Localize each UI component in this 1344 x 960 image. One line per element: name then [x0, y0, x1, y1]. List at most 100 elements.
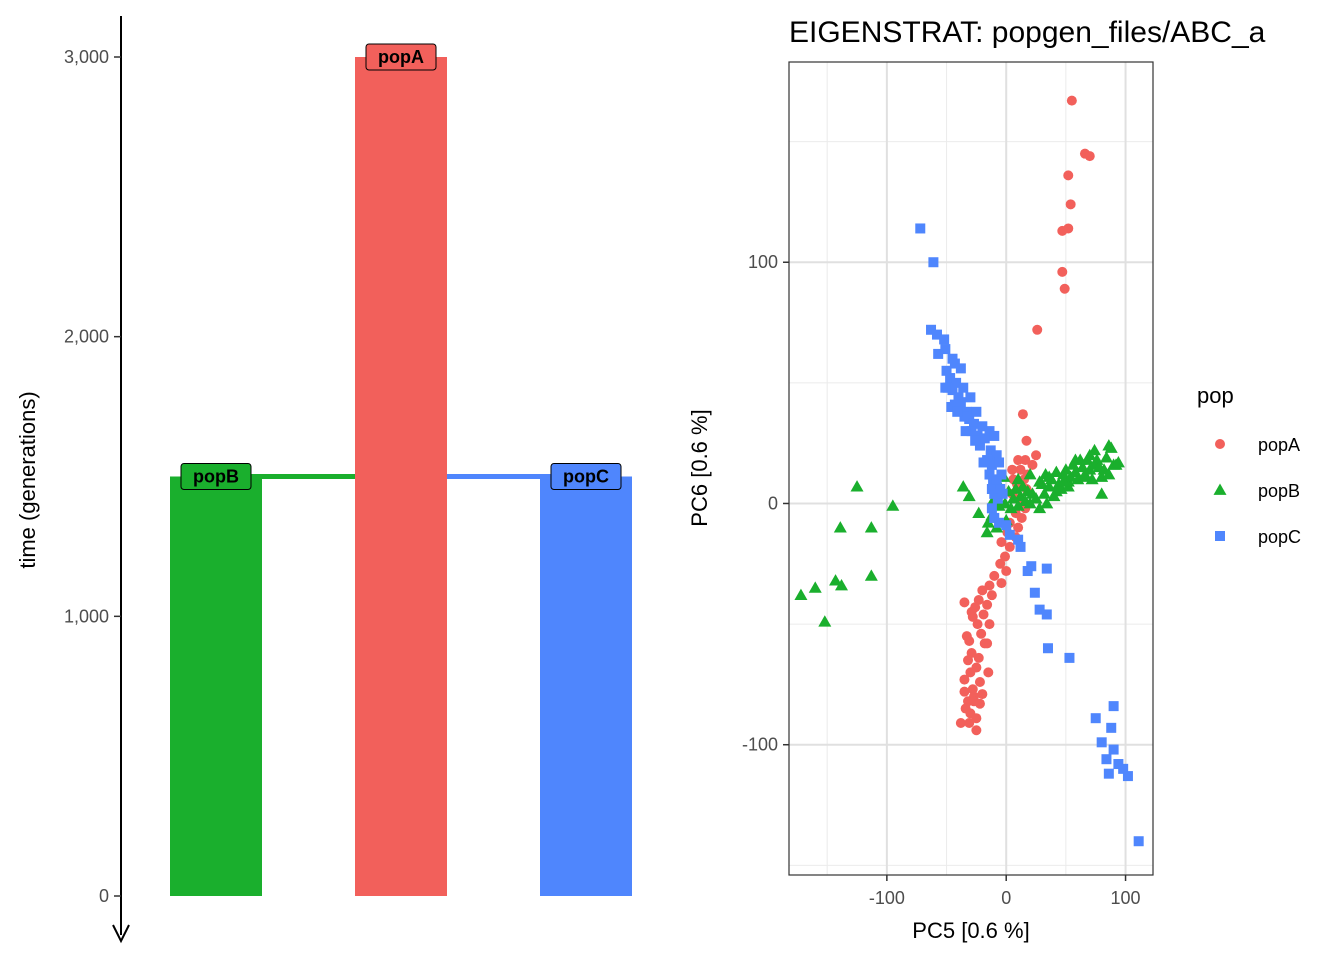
bar-popA: [355, 57, 447, 896]
pca-y-axis-title: PC6 [0.6 %]: [687, 409, 712, 526]
point-popA: [1063, 223, 1074, 234]
pca-x-tick-label: 0: [1001, 888, 1011, 908]
tree-y-axis-title: time (generations): [15, 391, 40, 568]
point-popA: [966, 607, 977, 618]
point-popA: [995, 558, 1006, 569]
pca-grid: [789, 62, 1153, 875]
point-popB: [1049, 465, 1063, 477]
point-popC: [940, 344, 951, 355]
point-popC: [1034, 604, 1045, 615]
bar-label-popB: popB: [193, 467, 239, 487]
point-popC: [1026, 561, 1037, 572]
point-popC: [1108, 701, 1119, 712]
point-popC: [933, 348, 944, 359]
point-popB: [1068, 453, 1082, 465]
pca-x-tick-label: 100: [1111, 888, 1141, 908]
point-popA: [1017, 409, 1028, 420]
point-popA: [973, 652, 984, 663]
point-popC: [952, 406, 963, 417]
tree-y-tick-label: 2,000: [64, 327, 109, 347]
point-popC: [1090, 713, 1101, 724]
point-popA: [1065, 199, 1076, 210]
point-popC: [979, 433, 990, 444]
point-popC: [1101, 754, 1112, 765]
point-popC: [986, 459, 997, 470]
point-popA: [977, 689, 988, 700]
point-popC: [994, 457, 1005, 468]
point-popC: [978, 457, 989, 468]
point-popA: [972, 619, 983, 630]
point-popC: [928, 257, 939, 268]
point-popC: [991, 476, 1002, 487]
point-popC: [960, 426, 971, 437]
point-popA: [955, 718, 966, 729]
point-popA: [1013, 522, 1024, 533]
point-popA: [996, 537, 1007, 548]
point-popB: [829, 574, 843, 586]
point-popA: [984, 580, 995, 591]
point-popB: [864, 521, 878, 533]
point-popA: [965, 667, 976, 678]
tree-y-ticks: 0 1,000 2,000 3,000: [64, 47, 121, 906]
point-popB: [808, 581, 822, 593]
point-popA: [961, 631, 972, 642]
point-popA: [1059, 283, 1070, 294]
point-popA: [1016, 512, 1027, 523]
point-popC: [971, 406, 982, 417]
bar-popB: [170, 476, 262, 896]
point-popA: [959, 597, 970, 608]
point-popC: [1041, 609, 1052, 620]
pca-y-tick-label: 100: [748, 252, 778, 272]
point-popA: [1007, 464, 1018, 475]
tree-y-tick-label: 3,000: [64, 47, 109, 67]
pca-x-axis-title: PC5 [0.6 %]: [912, 918, 1029, 943]
point-popA: [1013, 455, 1024, 466]
point-popC: [1013, 534, 1024, 545]
point-popB: [972, 506, 986, 519]
point-popB: [1102, 468, 1116, 480]
pca-y-tick-label: 0: [768, 493, 778, 513]
point-popB: [1033, 475, 1047, 487]
point-popA: [1032, 324, 1043, 335]
point-popB: [998, 496, 1012, 509]
point-popB: [1111, 455, 1125, 468]
point-popA: [1027, 459, 1038, 470]
point-popC: [955, 363, 966, 374]
point-popA: [968, 696, 979, 707]
tree-marks: popB popA popC: [170, 43, 632, 896]
bar-label-box-popC: [550, 463, 622, 490]
point-popA: [959, 674, 970, 685]
point-popC: [1001, 520, 1012, 531]
point-popC: [955, 397, 966, 408]
point-popC: [931, 329, 942, 340]
point-popC: [1133, 836, 1144, 847]
point-popC: [1096, 737, 1107, 748]
point-popC: [1015, 541, 1026, 552]
point-popB: [1029, 492, 1043, 504]
point-popC: [941, 365, 952, 376]
point-popA: [1066, 95, 1077, 106]
legend: pop popA popB popC: [1197, 383, 1301, 547]
point-popB: [1042, 480, 1056, 492]
point-popC: [926, 324, 937, 335]
point-popB: [1095, 487, 1109, 499]
legend-label-popC: popC: [1258, 527, 1301, 547]
legend-label-popA: popA: [1258, 435, 1300, 455]
point-popC: [965, 392, 976, 403]
point-popC: [994, 517, 1005, 528]
pca-y-ticks: -100 0 100: [742, 252, 789, 755]
point-popC: [977, 421, 988, 432]
legend-key-popA: [1215, 439, 1225, 449]
point-popA: [1004, 541, 1015, 552]
point-popB: [1023, 468, 1037, 480]
point-popB: [1011, 499, 1025, 511]
point-popA: [959, 686, 970, 697]
tree-y-tick-label: 0: [99, 886, 109, 906]
point-popB: [835, 579, 849, 591]
point-popC: [945, 373, 956, 384]
point-popA: [1020, 455, 1031, 466]
point-popC: [947, 385, 958, 396]
point-popA: [984, 619, 995, 630]
tree-y-axis-arrow: [112, 924, 130, 944]
legend-items: popA popB popC: [1213, 435, 1301, 547]
